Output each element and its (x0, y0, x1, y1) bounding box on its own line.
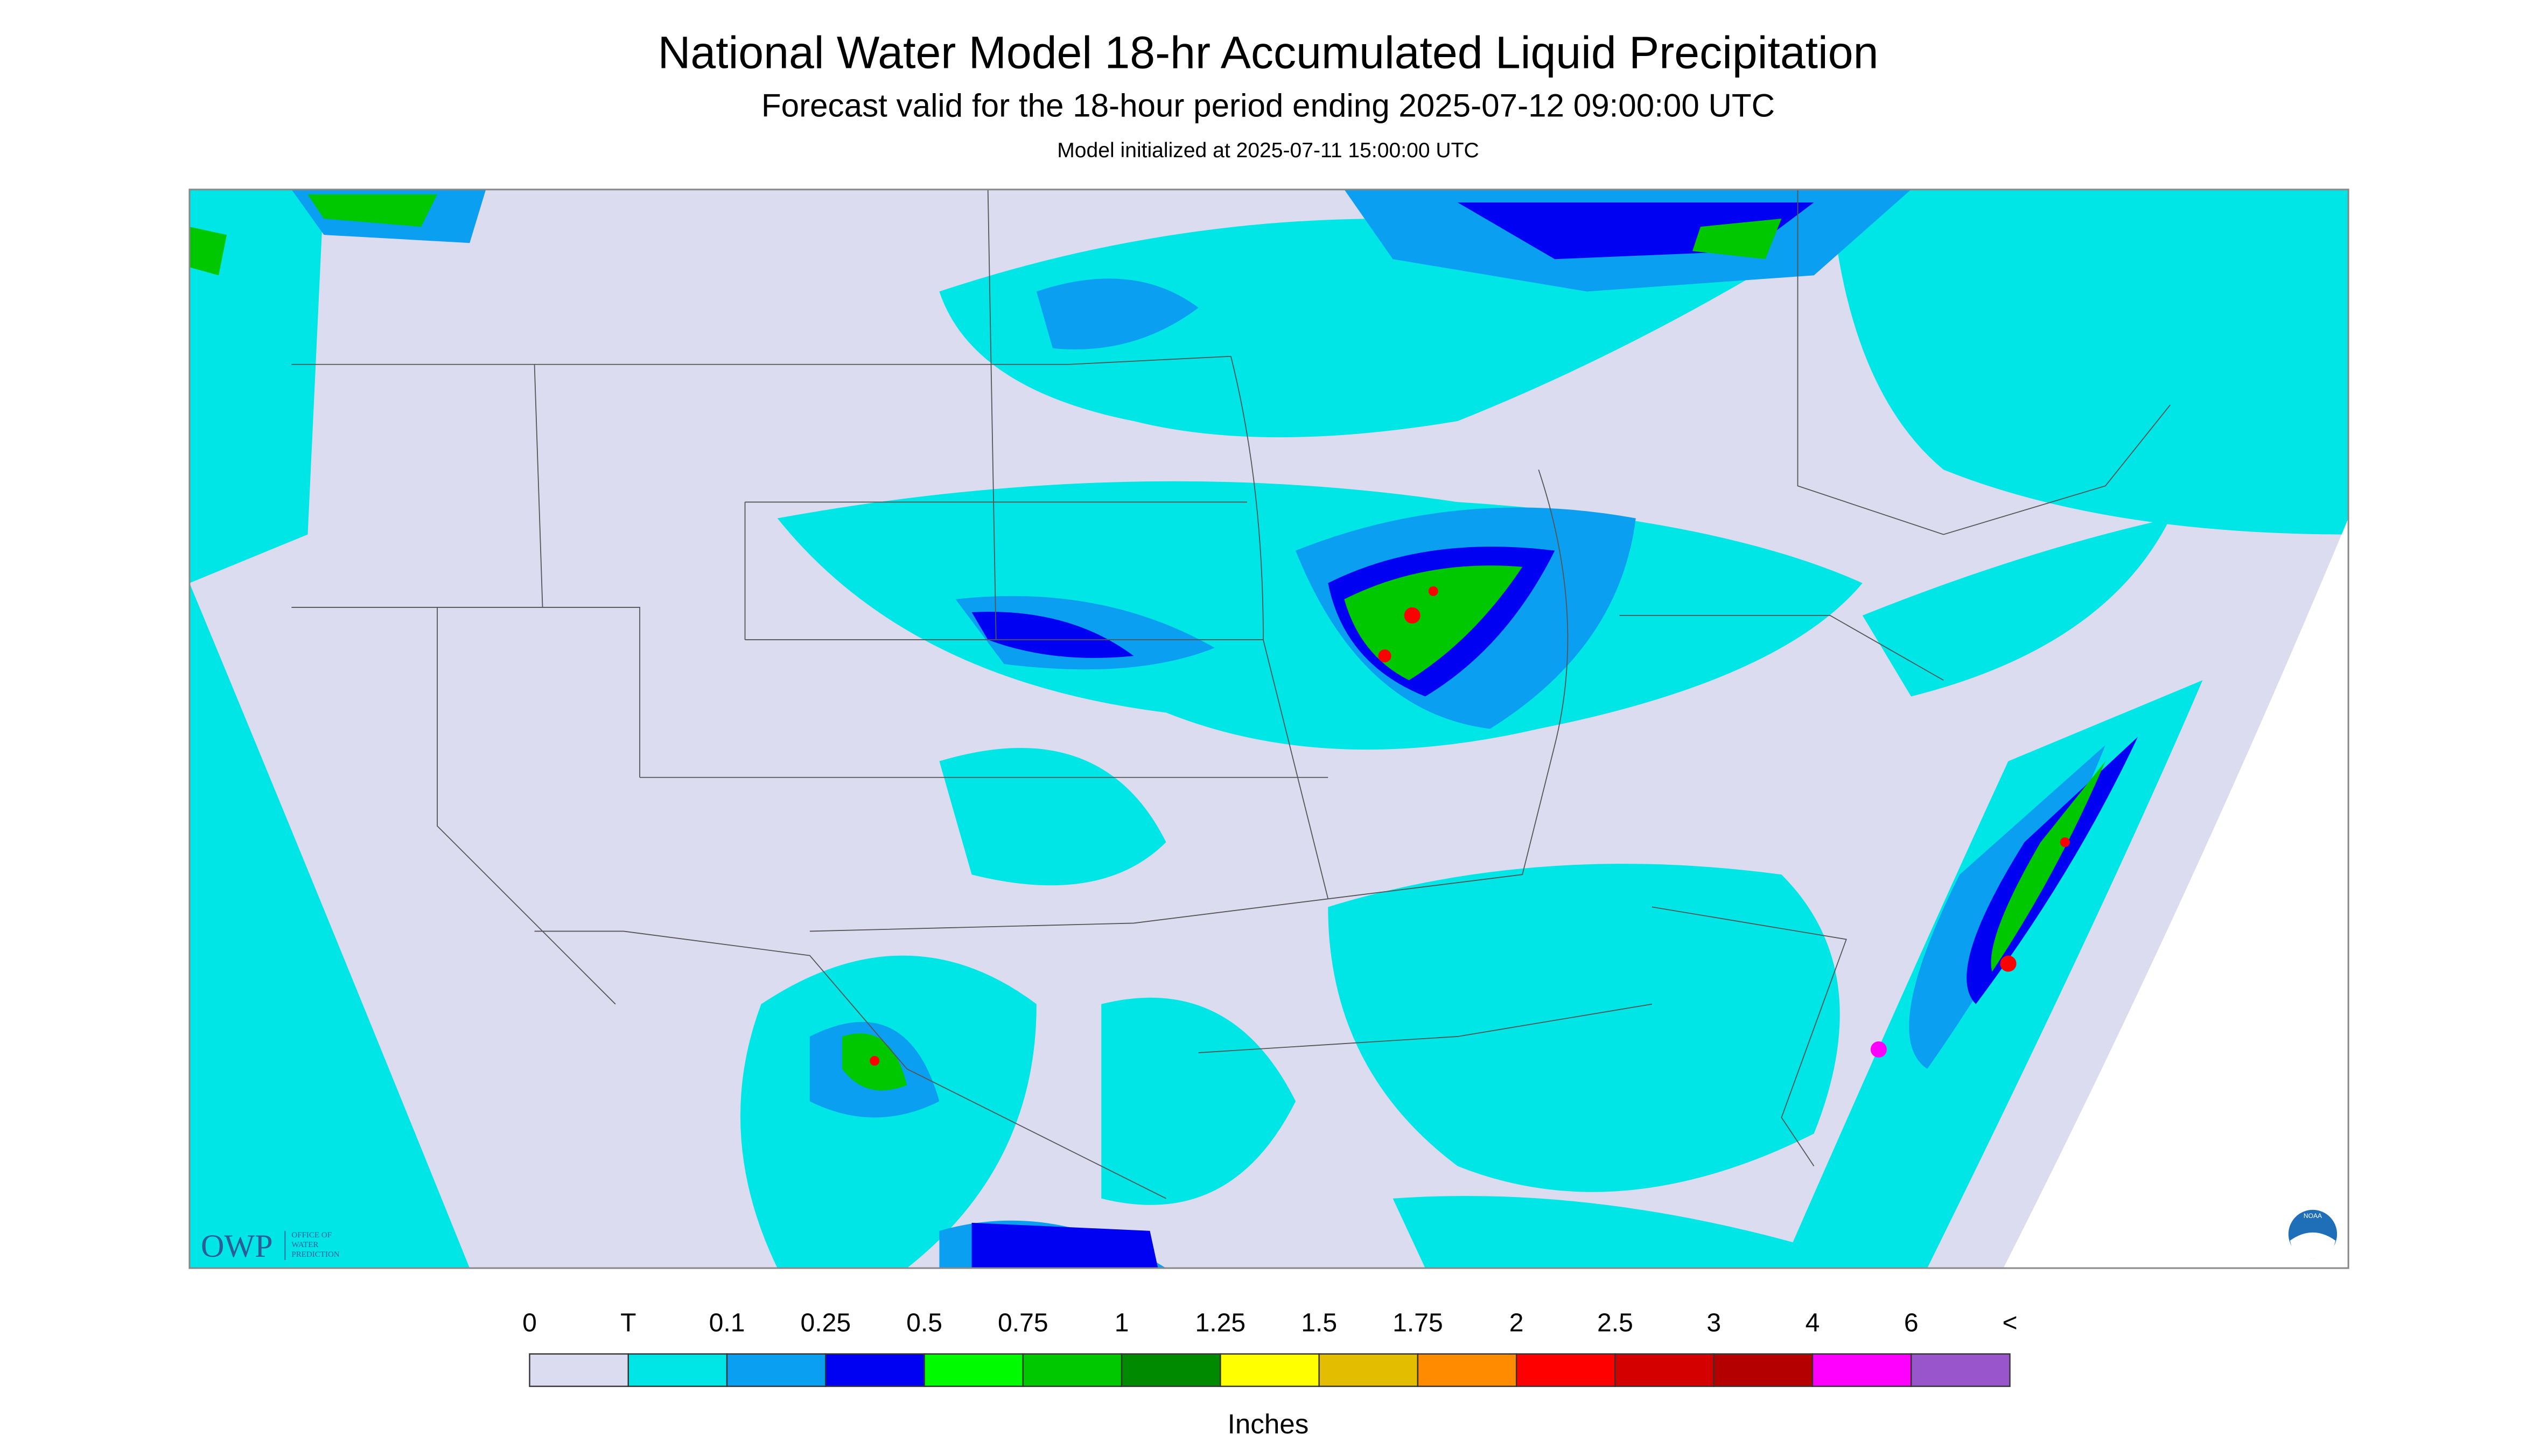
legend-swatch (1220, 1353, 1320, 1387)
noaa-text: NOAA (2304, 1212, 2322, 1220)
map-frame (188, 188, 2349, 1269)
legend-swatch (627, 1353, 728, 1387)
legend-label: 3 (1706, 1308, 1721, 1337)
legend-label: 0.75 (998, 1308, 1048, 1337)
owp-text: PREDICTION (291, 1250, 339, 1259)
owp-text: OFFICE OF (291, 1231, 332, 1240)
legend-label: 0.5 (906, 1308, 942, 1337)
title: National Water Model 18-hr Accumulated L… (658, 27, 1879, 78)
legend-unit: Inches (1228, 1409, 1309, 1439)
map: OWP OFFICE OF WATER PREDICTION NOAA (188, 188, 2349, 1269)
legend-swatch (1417, 1353, 1517, 1387)
legend-swatch (1911, 1353, 2011, 1387)
legend-label: 1.25 (1195, 1308, 1246, 1337)
legend-swatch (726, 1353, 827, 1387)
boundaries (291, 189, 2171, 1199)
legend-label: 1.75 (1393, 1308, 1443, 1337)
legend-swatch (1121, 1353, 1221, 1387)
precip-extreme (870, 586, 2070, 1066)
legend-label: T (620, 1308, 636, 1337)
legend-swatch (1515, 1353, 1616, 1387)
legend-swatch (1318, 1353, 1419, 1387)
legend-label: 1.5 (1301, 1308, 1337, 1337)
owp-logo: OWP (201, 1228, 273, 1264)
legend-swatch (1022, 1353, 1123, 1387)
legend-label: 0 (522, 1308, 537, 1337)
legend-swatch (529, 1353, 629, 1387)
legend-label: < (2002, 1308, 2017, 1337)
legend-swatch (1614, 1353, 1715, 1387)
outside-domain (2003, 518, 2349, 1269)
legend-label: 6 (1904, 1308, 1919, 1337)
legend-swatch (1713, 1353, 1814, 1387)
owp-text: WATER (291, 1241, 318, 1249)
precip-max (1870, 1041, 1887, 1058)
legend-label: 4 (1806, 1308, 1820, 1337)
legend-swatch (825, 1353, 925, 1387)
legend-label: 0.25 (800, 1308, 851, 1337)
legend-swatch (1811, 1353, 1912, 1387)
legend-label: 2 (1509, 1308, 1524, 1337)
legend-label: 0.1 (709, 1308, 745, 1337)
init-note: Model initialized at 2025-07-11 15:00:00… (1057, 139, 1479, 162)
legend-label: 2.5 (1597, 1308, 1633, 1337)
legend-label: 1 (1115, 1308, 1129, 1337)
legend-swatch (923, 1353, 1024, 1387)
subtitle: Forecast valid for the 18-hour period en… (761, 88, 1775, 124)
legend: Inches 0 T 0.1 0.25 0.5 0.75 1 1.25 1.5 1.75 2 2.5 3… (522, 1308, 2017, 1439)
